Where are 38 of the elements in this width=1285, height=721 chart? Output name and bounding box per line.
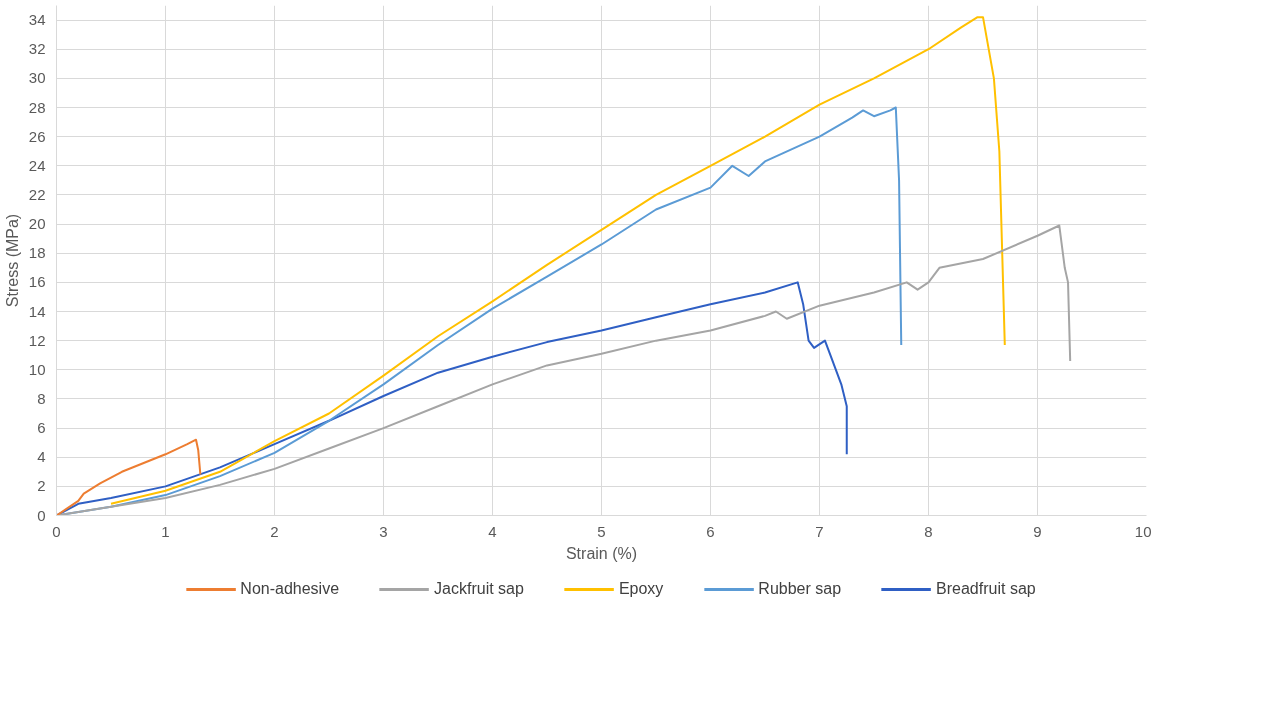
y-tick-label: 10 [28,360,46,378]
y-tick-label: 14 [28,302,46,320]
y-axis-title: Stress (MPa) [3,213,21,308]
legend-label: Non-adhesive [240,580,340,598]
line-series [110,16,1006,505]
legend-label: Epoxy [618,580,664,598]
legend-label: Rubber sap [758,580,842,598]
x-tick-label: 0 [52,522,61,540]
x-tick-label: 1 [161,522,170,540]
y-tick-label: 24 [28,156,46,174]
legend-label: Jackfruit sap [434,580,524,598]
legend-label: Breadfruit sap [936,580,1036,598]
y-tick-label: 8 [37,389,46,407]
x-tick-label: 4 [488,522,497,540]
y-tick-label: 34 [28,11,46,29]
y-tick-label: 32 [28,40,46,58]
y-tick-label: 6 [37,419,46,437]
y-tick-label: 18 [28,244,46,262]
y-tick-label: 28 [28,98,46,116]
x-tick-label: 2 [270,522,279,540]
y-tick-label: 12 [28,331,46,349]
y-tick-label: 16 [28,273,46,291]
x-tick-label: 6 [706,522,715,540]
x-tick-label: 9 [1033,522,1042,540]
x-tick-label: 10 [1134,522,1152,540]
y-tick-label: 26 [28,127,46,145]
y-tick-label: 4 [37,448,46,466]
line-series [56,438,202,516]
x-tick-label: 7 [815,522,824,540]
y-tick-label: 2 [37,477,46,495]
y-tick-label: 30 [28,69,46,87]
y-tick-label: 20 [28,215,46,233]
x-tick-label: 8 [924,522,933,540]
x-tick-label: 5 [597,522,606,540]
x-tick-label: 3 [379,522,388,540]
y-tick-label: 0 [37,506,46,524]
y-tick-label: 22 [28,185,46,203]
x-axis-title: Strain (%) [565,544,638,562]
